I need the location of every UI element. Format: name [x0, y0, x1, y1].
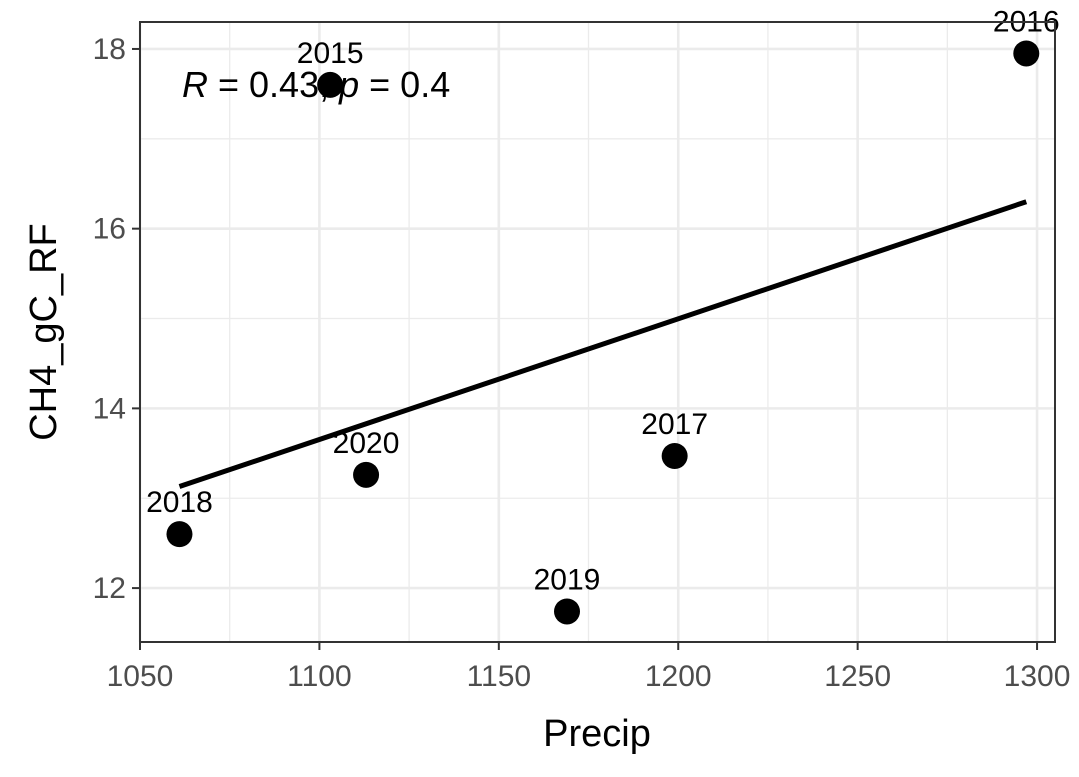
data-point: [661, 443, 688, 469]
r-symbol: R: [182, 64, 208, 105]
x-tick-label: 1050: [107, 660, 174, 693]
x-axis-ticks: 1050 1100 1150 1200 1250 1300: [107, 642, 1071, 693]
p-symbol: p: [338, 64, 359, 105]
regression-line-group: [178, 199, 1028, 489]
panel-background: [140, 22, 1055, 642]
x-axis-title: Precip: [543, 713, 651, 755]
y-axis-ticks: 12 14 16 18: [93, 33, 140, 605]
y-tick-label: 12: [93, 572, 126, 605]
data-point: [1013, 40, 1040, 67]
data-points: [166, 40, 1040, 625]
x-tick-label: 1250: [824, 660, 891, 693]
grid-lines: [138, 22, 1055, 642]
y-tick-label: 16: [93, 213, 126, 246]
point-label: 2018: [146, 486, 213, 519]
x-tick-label: 1100: [287, 660, 352, 693]
x-tick-label: 1300: [1004, 660, 1071, 693]
correlation-annotation: R = 0.43, p = 0.4: [182, 64, 450, 105]
r-value: = 0.43,: [208, 64, 339, 105]
data-point: [353, 461, 380, 488]
y-tick-label: 18: [93, 33, 126, 66]
data-point: [554, 598, 580, 625]
point-label: 2017: [641, 408, 708, 441]
data-point: [166, 521, 193, 548]
p-value: = 0.4: [359, 64, 450, 105]
regression-line: [178, 199, 1028, 489]
x-tick-label: 1150: [467, 660, 532, 693]
x-tick-label: 1200: [645, 660, 712, 693]
panel-border: [139, 21, 1056, 643]
y-tick-label: 14: [93, 392, 126, 425]
point-label: 2019: [534, 563, 601, 596]
point-label: 2015: [297, 37, 364, 70]
y-axis-title: CH4_gC_RF: [23, 223, 65, 441]
data-point: [317, 71, 344, 98]
point-label: 2020: [333, 427, 400, 460]
